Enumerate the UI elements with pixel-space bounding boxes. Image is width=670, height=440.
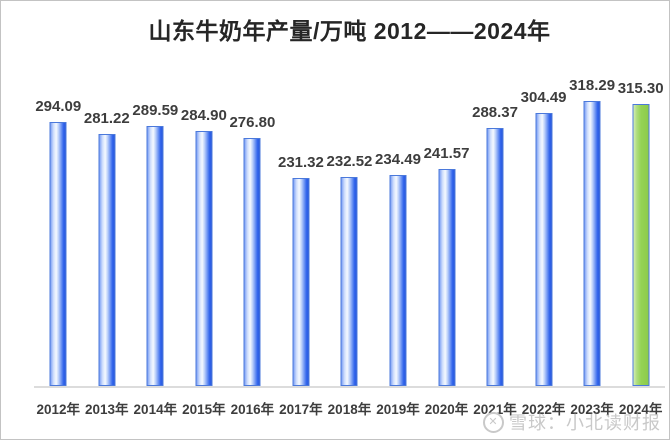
bar-value-label: 304.49 (520, 89, 567, 106)
bar-value-label: 234.49 (375, 151, 421, 168)
bar-value-label: 241.57 (423, 145, 470, 162)
x-axis-label: 2018年 (327, 402, 372, 417)
watermark: ✕ 雪球：小北读财报 (483, 409, 661, 435)
bar-value-label: 231.32 (277, 154, 324, 171)
bar-2017年 (292, 178, 310, 386)
bar-group: 318.29 (568, 61, 617, 386)
bar-value-label: 276.80 (229, 114, 276, 131)
bar-group: 288.37 (471, 61, 520, 386)
bar-group: 241.57 (422, 61, 471, 386)
bar-group: 234.49 (374, 61, 423, 386)
x-axis-label: 2020年 (424, 402, 469, 417)
bar-group: 294.09 (34, 61, 83, 386)
bar-2014年 (146, 126, 164, 386)
bar-group: 289.59 (131, 61, 180, 386)
bar-group: 281.22 (83, 61, 132, 386)
x-axis-label: 2022年 (521, 402, 566, 417)
bar-2012年 (49, 122, 67, 386)
bar-2021年 (486, 128, 504, 386)
bar-2022年 (535, 113, 553, 386)
bar-value-label: 232.52 (326, 153, 373, 170)
bar-group: 232.52 (325, 61, 374, 386)
bar-group: 276.80 (228, 61, 277, 386)
x-axis-label: 2016年 (230, 402, 275, 417)
watermark-text: 雪球：小北读财报 (509, 413, 661, 433)
bar-value-label: 294.09 (35, 98, 82, 115)
bar-2024年 (632, 104, 650, 386)
plot-area: 294.09 281.22 289.59 284.90 276.80 231.32 232.… (34, 61, 665, 388)
bar-2013年 (98, 134, 116, 386)
xueqiu-logo-icon: ✕ (483, 411, 504, 433)
bar-group: 304.49 (519, 61, 568, 386)
x-axis-label: 2015年 (182, 402, 226, 417)
bar-value-label: 281.22 (83, 110, 130, 127)
bar-value-label: 288.37 (472, 104, 518, 121)
bar-value-label: 284.90 (180, 107, 227, 124)
x-axis-label: 2013年 (85, 402, 129, 417)
bar-group: 284.90 (180, 61, 229, 386)
bar-group: 231.32 (277, 61, 326, 386)
bar-value-label: 289.59 (132, 102, 179, 119)
bar-value-label: 318.29 (569, 77, 616, 94)
bar-2016年 (243, 138, 261, 386)
bar-2020年 (438, 169, 456, 386)
bar-2015年 (195, 131, 213, 386)
x-axis-labels: 2012年 2013年 2014年 2015年 2016年 2017年 2018年 2019年… (34, 398, 665, 418)
x-axis-label: 2023年 (570, 402, 614, 417)
bar-2018年 (340, 177, 358, 386)
x-axis-label: 2012年 (36, 402, 81, 417)
x-axis-label: 2017年 (279, 402, 323, 417)
bar-2019年 (389, 175, 407, 386)
bar-2023年 (583, 101, 601, 386)
bar-group: 315.30 (616, 61, 665, 386)
x-axis-label: 2019年 (376, 402, 420, 417)
bar-value-label: 315.30 (617, 80, 664, 97)
x-axis-label: 2021年 (473, 402, 517, 417)
chart-title: 山东牛奶年产量/万吨 2012——2024年 (148, 18, 551, 44)
x-axis-label: 2014年 (133, 402, 178, 417)
x-axis-label: 2024年 (618, 402, 663, 417)
